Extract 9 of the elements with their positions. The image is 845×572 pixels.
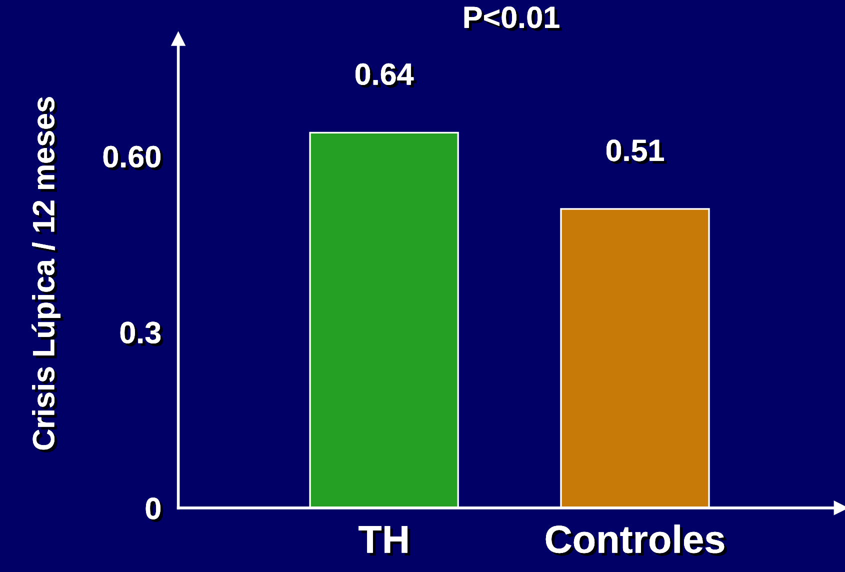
y-tick-label: 0.3 xyxy=(120,322,164,346)
y-tick-label: 0 xyxy=(146,498,164,522)
x-tick-label: TH xyxy=(358,526,410,556)
y-axis-title: Crisis Lúpica / 12 meses xyxy=(32,97,64,452)
y-tick-label: 0.60 xyxy=(103,146,164,170)
data-label: 0.64 xyxy=(356,63,416,88)
data-label: 0.51 xyxy=(606,140,667,164)
text: P<0.01 xyxy=(464,6,562,31)
x-tick-label: Controles xyxy=(546,524,727,556)
